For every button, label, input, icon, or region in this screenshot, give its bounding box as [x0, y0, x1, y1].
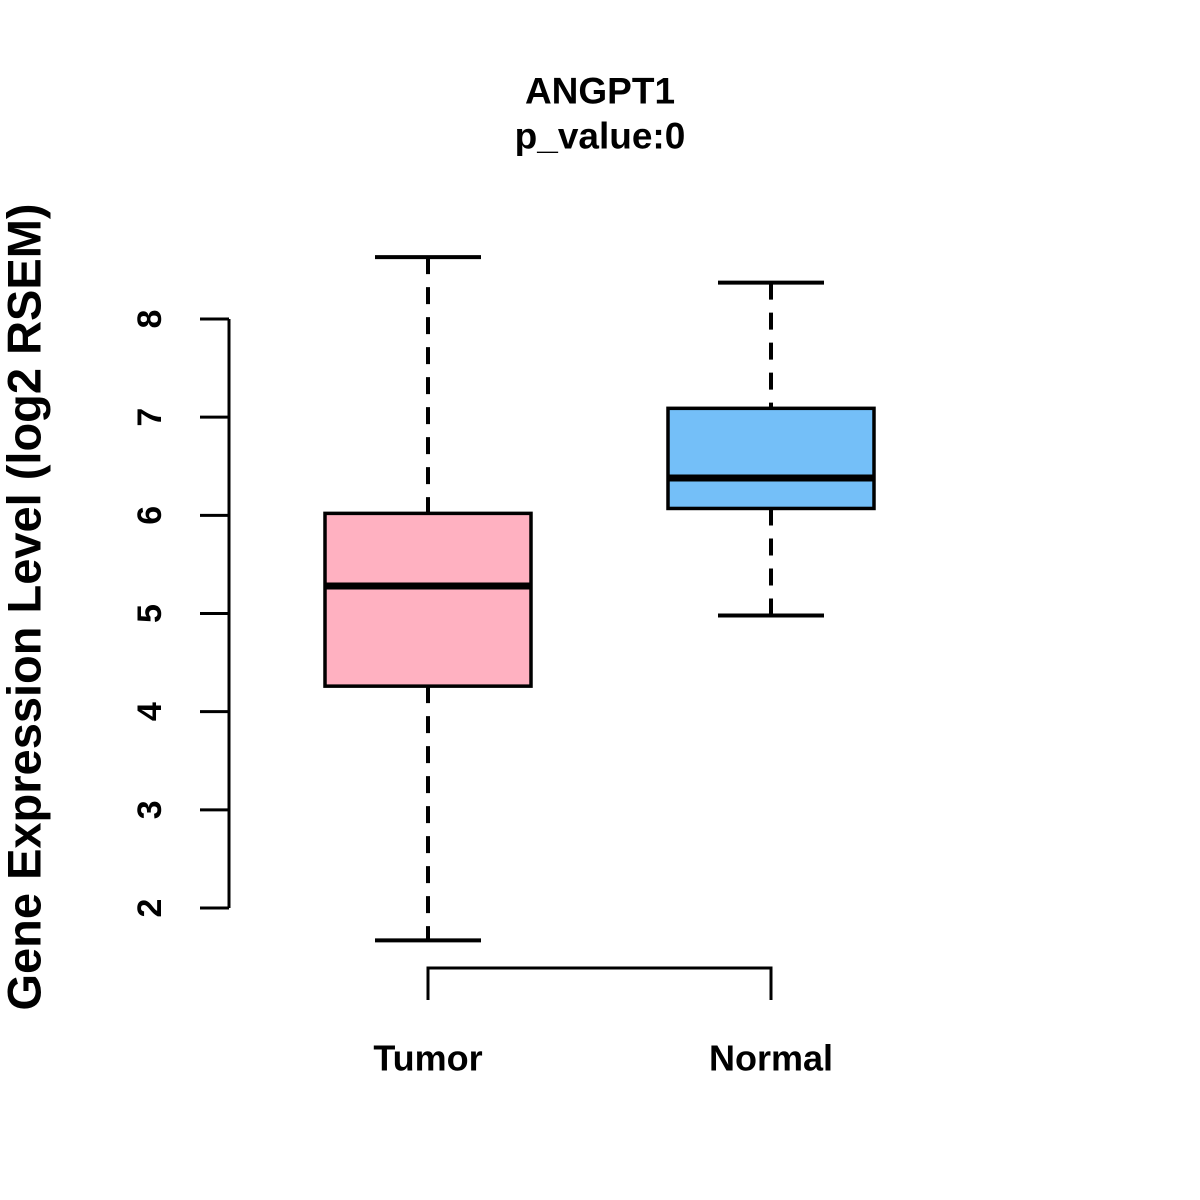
y-axis-tick-label: 7 — [131, 408, 169, 427]
y-axis-tick-label: 6 — [131, 506, 169, 525]
y-axis-tick-label: 2 — [131, 899, 169, 918]
y-axis-tick-label: 3 — [131, 800, 169, 819]
y-axis-tick-label: 5 — [131, 604, 169, 623]
plot-dynamic-layer: 2 3 4 5 6 7 8 — [131, 255, 876, 1000]
y-axis-label: Gene Expression Level (log2 RSEM) — [0, 203, 51, 1010]
x-label-normal: Normal — [709, 1038, 833, 1079]
normal-box — [666, 406, 876, 511]
y-axis-tick-label: 4 — [131, 702, 169, 721]
chart-subtitle-pvalue: p_value:0 — [515, 116, 686, 157]
tumor-box — [323, 511, 533, 688]
x-axis-bracket — [426, 966, 773, 1000]
chart-title: ANGPT1 — [525, 71, 675, 112]
y-axis-tick-label: 8 — [131, 310, 169, 329]
x-label-tumor: Tumor — [373, 1038, 482, 1079]
